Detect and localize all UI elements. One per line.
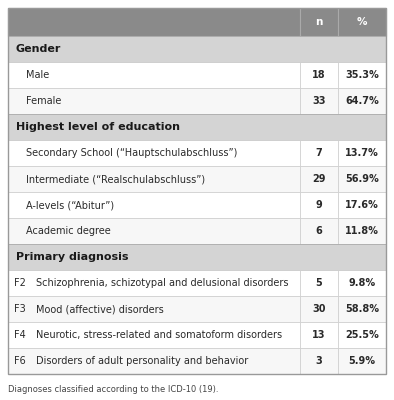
Text: n: n xyxy=(315,17,323,27)
Text: 9.8%: 9.8% xyxy=(348,278,375,288)
Text: Mood (affective) disorders: Mood (affective) disorders xyxy=(36,304,164,314)
Bar xyxy=(8,270,300,296)
Text: 35.3%: 35.3% xyxy=(345,70,379,80)
Text: 29: 29 xyxy=(312,174,326,184)
Bar xyxy=(8,8,300,36)
Text: 13: 13 xyxy=(312,330,326,340)
Text: F3: F3 xyxy=(14,304,26,314)
Bar xyxy=(8,322,300,348)
Bar xyxy=(338,62,386,88)
Text: Gender: Gender xyxy=(16,44,61,54)
Bar xyxy=(300,218,338,244)
Text: Neurotic, stress-related and somatoform disorders: Neurotic, stress-related and somatoform … xyxy=(36,330,282,340)
Text: Schizophrenia, schizotypal and delusional disorders: Schizophrenia, schizotypal and delusiona… xyxy=(36,278,288,288)
Bar xyxy=(300,322,338,348)
Bar xyxy=(338,218,386,244)
Text: Academic degree: Academic degree xyxy=(26,226,111,236)
Text: Secondary School (“Hauptschulabschluss”): Secondary School (“Hauptschulabschluss”) xyxy=(26,148,237,158)
Bar xyxy=(338,8,386,36)
Bar xyxy=(300,296,338,322)
Bar xyxy=(8,192,300,218)
Bar xyxy=(338,322,386,348)
Bar xyxy=(8,296,300,322)
Text: 11.8%: 11.8% xyxy=(345,226,379,236)
Bar xyxy=(8,244,386,270)
Bar xyxy=(8,88,300,114)
Text: 3: 3 xyxy=(316,356,322,366)
Bar xyxy=(338,88,386,114)
Text: Male: Male xyxy=(26,70,49,80)
Text: 64.7%: 64.7% xyxy=(345,96,379,106)
Text: Highest level of education: Highest level of education xyxy=(16,122,180,132)
Text: 17.6%: 17.6% xyxy=(345,200,379,210)
Bar xyxy=(338,140,386,166)
Text: Diagnoses classified according to the ICD-10 (19).: Diagnoses classified according to the IC… xyxy=(8,385,219,394)
Bar xyxy=(8,166,300,192)
Bar xyxy=(338,192,386,218)
Text: 58.8%: 58.8% xyxy=(345,304,379,314)
Bar xyxy=(300,8,338,36)
Bar xyxy=(300,88,338,114)
Text: A-levels (“Abitur”): A-levels (“Abitur”) xyxy=(26,200,114,210)
Bar xyxy=(8,62,300,88)
Text: 7: 7 xyxy=(316,148,322,158)
Text: 5: 5 xyxy=(316,278,322,288)
Bar xyxy=(300,270,338,296)
Text: F2: F2 xyxy=(14,278,26,288)
Bar xyxy=(338,166,386,192)
Text: Disorders of adult personality and behavior: Disorders of adult personality and behav… xyxy=(36,356,248,366)
Bar xyxy=(300,192,338,218)
Text: 5.9%: 5.9% xyxy=(349,356,375,366)
Bar xyxy=(8,36,386,62)
Bar xyxy=(300,140,338,166)
Text: 56.9%: 56.9% xyxy=(345,174,379,184)
Text: F6: F6 xyxy=(14,356,26,366)
Text: Female: Female xyxy=(26,96,61,106)
Text: %: % xyxy=(357,17,367,27)
Text: Intermediate (“Realschulabschluss”): Intermediate (“Realschulabschluss”) xyxy=(26,174,205,184)
Text: 13.7%: 13.7% xyxy=(345,148,379,158)
Bar xyxy=(300,166,338,192)
Text: Primary diagnosis: Primary diagnosis xyxy=(16,252,128,262)
Text: 25.5%: 25.5% xyxy=(345,330,379,340)
Bar xyxy=(8,218,300,244)
Bar xyxy=(338,348,386,374)
Bar xyxy=(8,114,386,140)
Bar xyxy=(338,296,386,322)
Text: 30: 30 xyxy=(312,304,326,314)
Bar xyxy=(300,62,338,88)
Bar xyxy=(300,348,338,374)
Bar xyxy=(8,140,300,166)
Text: F4: F4 xyxy=(14,330,26,340)
Bar xyxy=(338,270,386,296)
Text: 18: 18 xyxy=(312,70,326,80)
Text: 6: 6 xyxy=(316,226,322,236)
Text: 33: 33 xyxy=(312,96,326,106)
Text: 9: 9 xyxy=(316,200,322,210)
Bar xyxy=(8,348,300,374)
